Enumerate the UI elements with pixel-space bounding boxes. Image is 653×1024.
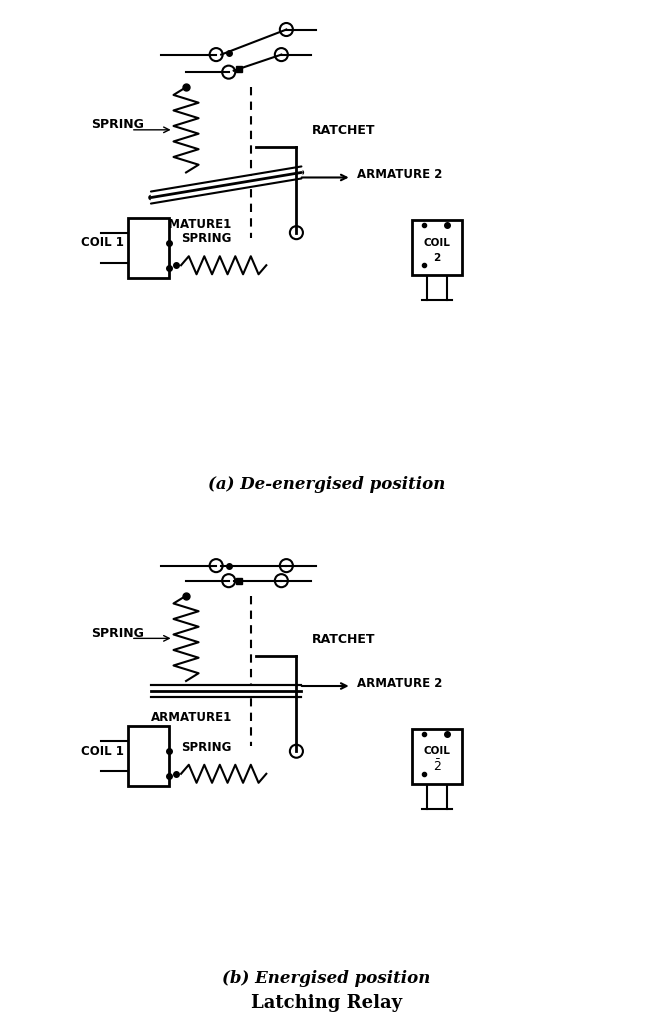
Text: COIL 1: COIL 1 — [81, 744, 123, 758]
Bar — [129, 218, 168, 278]
Text: SPRING: SPRING — [91, 119, 144, 131]
Text: ARMATURE1: ARMATURE1 — [151, 218, 232, 230]
Text: (a) De-energised position: (a) De-energised position — [208, 476, 445, 494]
Bar — [412, 729, 462, 783]
Bar — [412, 220, 462, 275]
Text: RATCHET: RATCHET — [311, 124, 375, 137]
Text: $\bar{2}$: $\bar{2}$ — [432, 759, 441, 774]
Text: COIL 1: COIL 1 — [81, 237, 123, 249]
Text: 2: 2 — [433, 253, 441, 263]
Bar — [129, 726, 168, 786]
Text: SPRING: SPRING — [181, 740, 231, 754]
Text: RATCHET: RATCHET — [311, 633, 375, 646]
Text: SPRING: SPRING — [91, 627, 144, 640]
Text: (b) Energised position: (b) Energised position — [222, 970, 431, 987]
Text: COIL: COIL — [423, 238, 451, 248]
Text: ARMATURE1: ARMATURE1 — [151, 711, 232, 724]
Text: SPRING: SPRING — [181, 232, 231, 245]
Text: Latching Relay: Latching Relay — [251, 994, 402, 1012]
Text: ARMATURE 2: ARMATURE 2 — [357, 169, 442, 181]
Text: ARMATURE 2: ARMATURE 2 — [357, 677, 442, 690]
Text: COIL: COIL — [423, 746, 451, 756]
